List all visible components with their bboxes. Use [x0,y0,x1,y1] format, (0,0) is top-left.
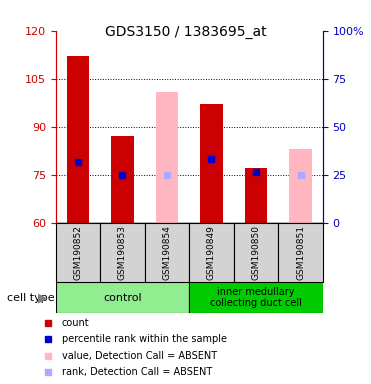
Text: GSM190850: GSM190850 [252,225,260,280]
FancyBboxPatch shape [100,223,145,282]
Text: ▶: ▶ [38,291,47,304]
Bar [289,149,312,223]
Bar [111,136,134,223]
Text: GSM190849: GSM190849 [207,225,216,280]
Text: GSM190852: GSM190852 [73,225,82,280]
Bar [200,104,223,223]
FancyBboxPatch shape [234,223,278,282]
Text: GSM190854: GSM190854 [162,225,171,280]
Bar [67,56,89,223]
FancyBboxPatch shape [56,282,189,313]
Text: GSM190851: GSM190851 [296,225,305,280]
FancyBboxPatch shape [278,223,323,282]
Text: count: count [62,318,89,328]
Text: value, Detection Call = ABSENT: value, Detection Call = ABSENT [62,351,217,361]
FancyBboxPatch shape [189,223,234,282]
Text: cell type: cell type [7,293,55,303]
Bar [245,168,267,223]
Bar [156,91,178,223]
Text: percentile rank within the sample: percentile rank within the sample [62,334,227,344]
Text: inner medullary
collecting duct cell: inner medullary collecting duct cell [210,287,302,308]
FancyBboxPatch shape [56,223,100,282]
FancyBboxPatch shape [145,223,189,282]
Text: GSM190853: GSM190853 [118,225,127,280]
Text: control: control [103,293,142,303]
Text: rank, Detection Call = ABSENT: rank, Detection Call = ABSENT [62,367,212,377]
Text: GDS3150 / 1383695_at: GDS3150 / 1383695_at [105,25,266,39]
FancyBboxPatch shape [189,282,323,313]
